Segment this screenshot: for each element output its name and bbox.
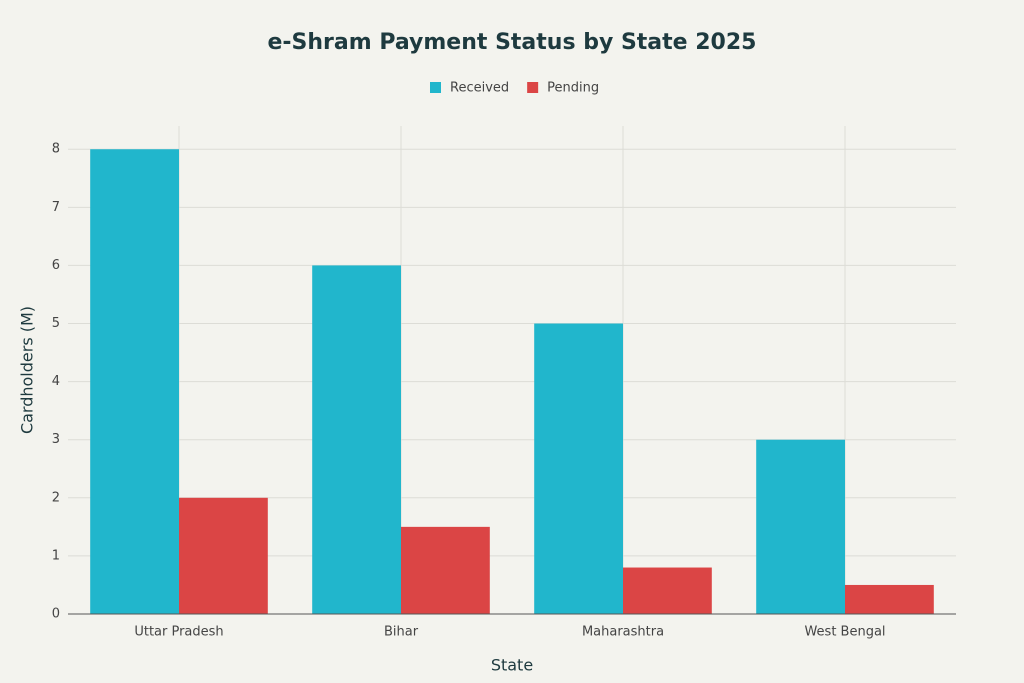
x-tick-label: Maharashtra xyxy=(582,625,664,640)
y-tick-label: 7 xyxy=(52,200,60,215)
y-tick-label: 8 xyxy=(52,142,60,157)
legend-swatch xyxy=(527,82,539,93)
y-tick-label: 6 xyxy=(52,258,60,273)
bar xyxy=(90,149,179,614)
x-tick-label: Bihar xyxy=(384,625,419,640)
y-axis-title: Cardholders (M) xyxy=(18,306,37,434)
y-tick-label: 4 xyxy=(52,374,60,389)
bar xyxy=(534,323,623,614)
chart-title: e-Shram Payment Status by State 2025 xyxy=(268,30,757,55)
x-axis-title: State xyxy=(491,656,533,675)
y-tick-label: 2 xyxy=(52,490,60,505)
y-tick-label: 3 xyxy=(52,432,60,447)
bar xyxy=(401,526,490,614)
y-tick-label: 5 xyxy=(52,316,60,331)
y-tick-label: 0 xyxy=(52,607,60,622)
bar xyxy=(312,265,401,614)
bar xyxy=(845,584,934,614)
bar xyxy=(623,567,712,614)
x-tick-label: West Bengal xyxy=(804,625,885,640)
y-tick-label: 1 xyxy=(52,548,60,563)
legend-label: Pending xyxy=(547,81,599,96)
bar xyxy=(179,497,268,614)
x-tick-label: Uttar Pradesh xyxy=(134,625,223,640)
bar xyxy=(756,439,845,614)
legend-swatch xyxy=(430,82,441,93)
legend-label: Received xyxy=(450,81,509,96)
